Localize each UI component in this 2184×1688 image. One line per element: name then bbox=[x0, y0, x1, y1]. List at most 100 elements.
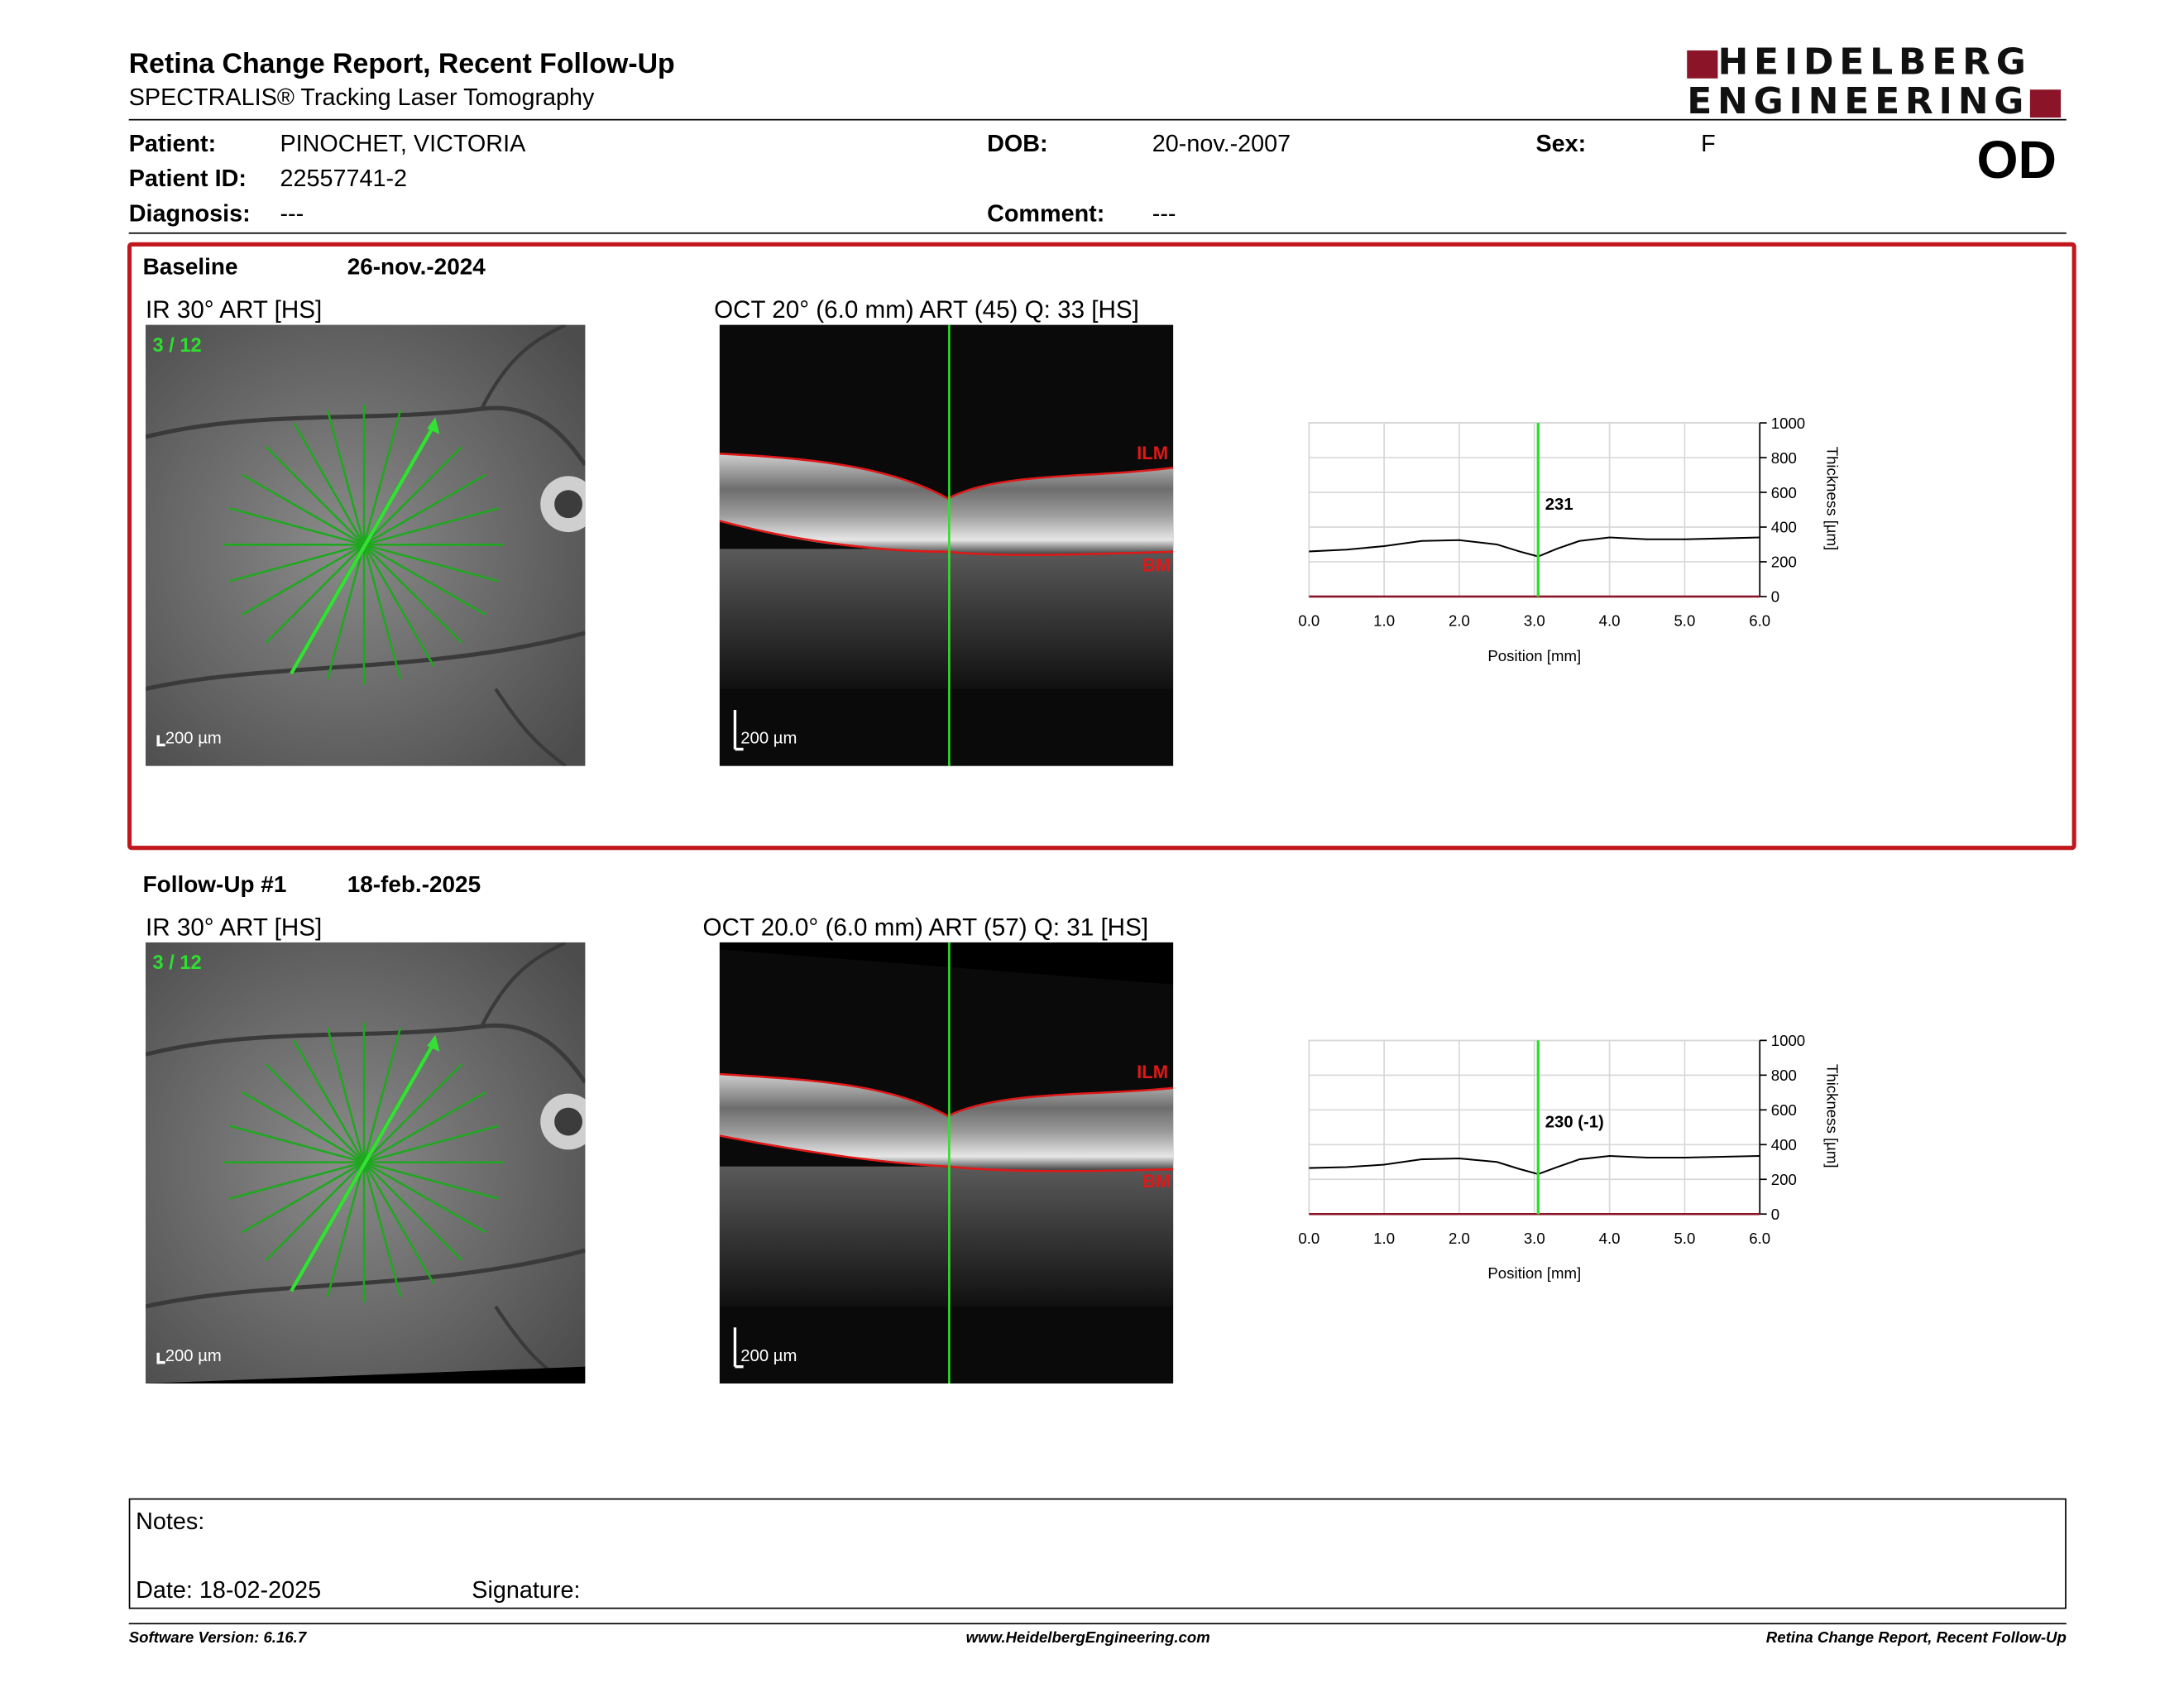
comment-value: --- bbox=[1152, 199, 1176, 228]
baseline-oct-scale: 200 µm bbox=[740, 727, 797, 748]
x-tick-label: 3.0 bbox=[1524, 611, 1545, 629]
report-title: Retina Change Report, Recent Follow-Up bbox=[128, 49, 675, 80]
x-tick-label: 4.0 bbox=[1599, 1230, 1621, 1247]
diagnosis-value: --- bbox=[280, 199, 304, 228]
followup-oct-graphic bbox=[719, 942, 1174, 1383]
bm-boundary bbox=[719, 520, 1174, 556]
followup-date: 18-feb.-2025 bbox=[347, 872, 481, 898]
followup-thickness-chart: 0.0 1.0 2.0 3.0 4.0 5.0 6.0 0 200 400 600 800 1000 23… bbox=[1281, 1026, 1841, 1292]
selected-scan-line bbox=[290, 1039, 438, 1292]
baseline-section bbox=[127, 242, 2076, 851]
footer-divider bbox=[128, 1623, 2067, 1625]
followup-ir-label: IR 30° ART [HS] bbox=[145, 913, 323, 942]
radial-scan-lines bbox=[223, 405, 505, 685]
y-tick-label: 400 bbox=[1771, 519, 1797, 536]
x-tick-label: 2.0 bbox=[1449, 1230, 1470, 1247]
patient-id-label: Patient ID: bbox=[128, 165, 247, 192]
patient-name: PINOCHET, VICTORIA bbox=[280, 130, 526, 157]
x-tick-label: 6.0 bbox=[1749, 611, 1770, 629]
followup-ilm-label: ILM bbox=[1137, 1061, 1169, 1083]
baseline-oct-image[interactable]: ILM BM 200 µm bbox=[719, 324, 1174, 766]
x-tick-label: 6.0 bbox=[1749, 1230, 1770, 1247]
bm-boundary bbox=[719, 1134, 1174, 1172]
baseline-scan-index: 3 / 12 bbox=[152, 333, 202, 356]
baseline-radial-scan-overlay bbox=[223, 405, 505, 685]
dob-label: DOB: bbox=[987, 130, 1048, 157]
y-tick-label: 800 bbox=[1771, 449, 1797, 467]
cursor-value-label: 230 (-1) bbox=[1545, 1113, 1604, 1131]
y-axis-label: Thickness [µm] bbox=[1823, 447, 1841, 551]
baseline-fundus-image[interactable]: 3 / 12 200 µm bbox=[145, 324, 586, 766]
cursor-value-label: 231 bbox=[1545, 496, 1573, 514]
baseline-thickness-chart: 0.0 1.0 2.0 3.0 4.0 5.0 6.0 0 200 400 600 800 1000 23… bbox=[1281, 409, 1841, 675]
y-tick-label: 400 bbox=[1771, 1136, 1797, 1153]
sex-label: Sex: bbox=[1535, 130, 1587, 157]
followup-thickness-plot: 0.0 1.0 2.0 3.0 4.0 5.0 6.00 200 400 600 800 1000 23… bbox=[1298, 1032, 1841, 1282]
followup-scan-index: 3 / 12 bbox=[152, 951, 202, 974]
signature-field: Signature: bbox=[472, 1576, 581, 1604]
y-tick-label: 600 bbox=[1771, 1101, 1797, 1119]
notes-label: Notes: bbox=[136, 1508, 205, 1535]
eye-label: OD bbox=[1976, 132, 2057, 191]
baseline-fundus-graphic bbox=[145, 324, 586, 766]
ilm-boundary bbox=[719, 1072, 1174, 1118]
website-link[interactable]: www.HeidelbergEngineering.com bbox=[965, 1629, 1210, 1647]
followup-ir-scale: 200 µm bbox=[156, 1345, 222, 1365]
radial-scan-lines bbox=[223, 1022, 505, 1302]
followup-bm-label: BM bbox=[1142, 1170, 1171, 1192]
y-tick-label: 0 bbox=[1771, 1206, 1779, 1223]
followup-fundus-image[interactable]: 3 / 12 200 µm bbox=[145, 942, 586, 1383]
y-tick-label: 600 bbox=[1771, 484, 1797, 501]
diagnosis-label: Diagnosis: bbox=[128, 199, 251, 228]
x-tick-label: 4.0 bbox=[1599, 611, 1621, 629]
report-subtitle: SPECTRALIS® Tracking Laser Tomography bbox=[128, 84, 595, 111]
x-tick-label: 5.0 bbox=[1674, 611, 1695, 629]
patient-id-value: 22557741-2 bbox=[280, 165, 408, 192]
x-tick-label: 0.0 bbox=[1298, 1230, 1320, 1247]
scan-direction-arrow bbox=[427, 417, 440, 434]
heidelberg-logo: HEIDELBERG ENGINEERING bbox=[1687, 45, 2067, 121]
software-version: Software Version: 6.16.7 bbox=[128, 1629, 307, 1647]
date-field: Date: 18-02-2025 bbox=[136, 1576, 322, 1604]
followup-label: Follow-Up #1 bbox=[142, 872, 287, 898]
y-tick-label: 1000 bbox=[1771, 1032, 1805, 1049]
baseline-date: 26-nov.-2024 bbox=[347, 254, 486, 281]
y-axis-label: Thickness [µm] bbox=[1823, 1064, 1841, 1168]
baseline-thickness-plot: 0.0 1.0 2.0 3.0 4.0 5.0 6.00 200 400 600 800 1000 23… bbox=[1298, 415, 1841, 664]
baseline-ir-scale: 200 µm bbox=[156, 728, 222, 748]
followup-oct-label: OCT 20.0° (6.0 mm) ART (57) Q: 31 [HS] bbox=[702, 913, 1149, 942]
ilm-boundary bbox=[719, 453, 1174, 500]
notes-box[interactable] bbox=[128, 1498, 2067, 1609]
selected-scan-line bbox=[290, 422, 438, 675]
x-tick-label: 1.0 bbox=[1373, 1230, 1395, 1247]
scan-direction-arrow bbox=[427, 1034, 440, 1052]
followup-radial-scan-overlay bbox=[223, 1022, 505, 1302]
patient-divider bbox=[128, 232, 2067, 234]
baseline-oct-graphic bbox=[719, 324, 1174, 766]
x-tick-label: 1.0 bbox=[1373, 611, 1395, 629]
y-tick-label: 0 bbox=[1771, 588, 1779, 606]
x-tick-label: 0.0 bbox=[1298, 611, 1320, 629]
comment-label: Comment: bbox=[987, 199, 1105, 228]
y-tick-label: 200 bbox=[1771, 1171, 1797, 1188]
patient-label: Patient: bbox=[128, 130, 217, 157]
followup-oct-scale: 200 µm bbox=[740, 1345, 797, 1365]
followup-oct-image[interactable]: ILM BM 200 µm bbox=[719, 942, 1174, 1383]
baseline-label: Baseline bbox=[142, 254, 238, 281]
x-axis-label: Position [mm] bbox=[1487, 647, 1581, 664]
dob-value: 20-nov.-2007 bbox=[1152, 130, 1291, 157]
sex-value: F bbox=[1701, 130, 1716, 157]
x-tick-label: 3.0 bbox=[1524, 1230, 1545, 1247]
baseline-oct-label: OCT 20° (6.0 mm) ART (45) Q: 33 [HS] bbox=[714, 295, 1139, 324]
baseline-ir-label: IR 30° ART [HS] bbox=[145, 295, 323, 324]
x-tick-label: 5.0 bbox=[1674, 1230, 1695, 1247]
y-tick-label: 200 bbox=[1771, 554, 1797, 571]
footer-report-name: Retina Change Report, Recent Follow-Up bbox=[1765, 1629, 2067, 1647]
baseline-ilm-label: ILM bbox=[1137, 442, 1169, 464]
y-tick-label: 800 bbox=[1771, 1067, 1797, 1084]
header-divider bbox=[128, 118, 2067, 121]
y-tick-label: 1000 bbox=[1771, 415, 1805, 432]
baseline-bm-label: BM bbox=[1142, 554, 1171, 576]
x-tick-label: 2.0 bbox=[1449, 611, 1470, 629]
